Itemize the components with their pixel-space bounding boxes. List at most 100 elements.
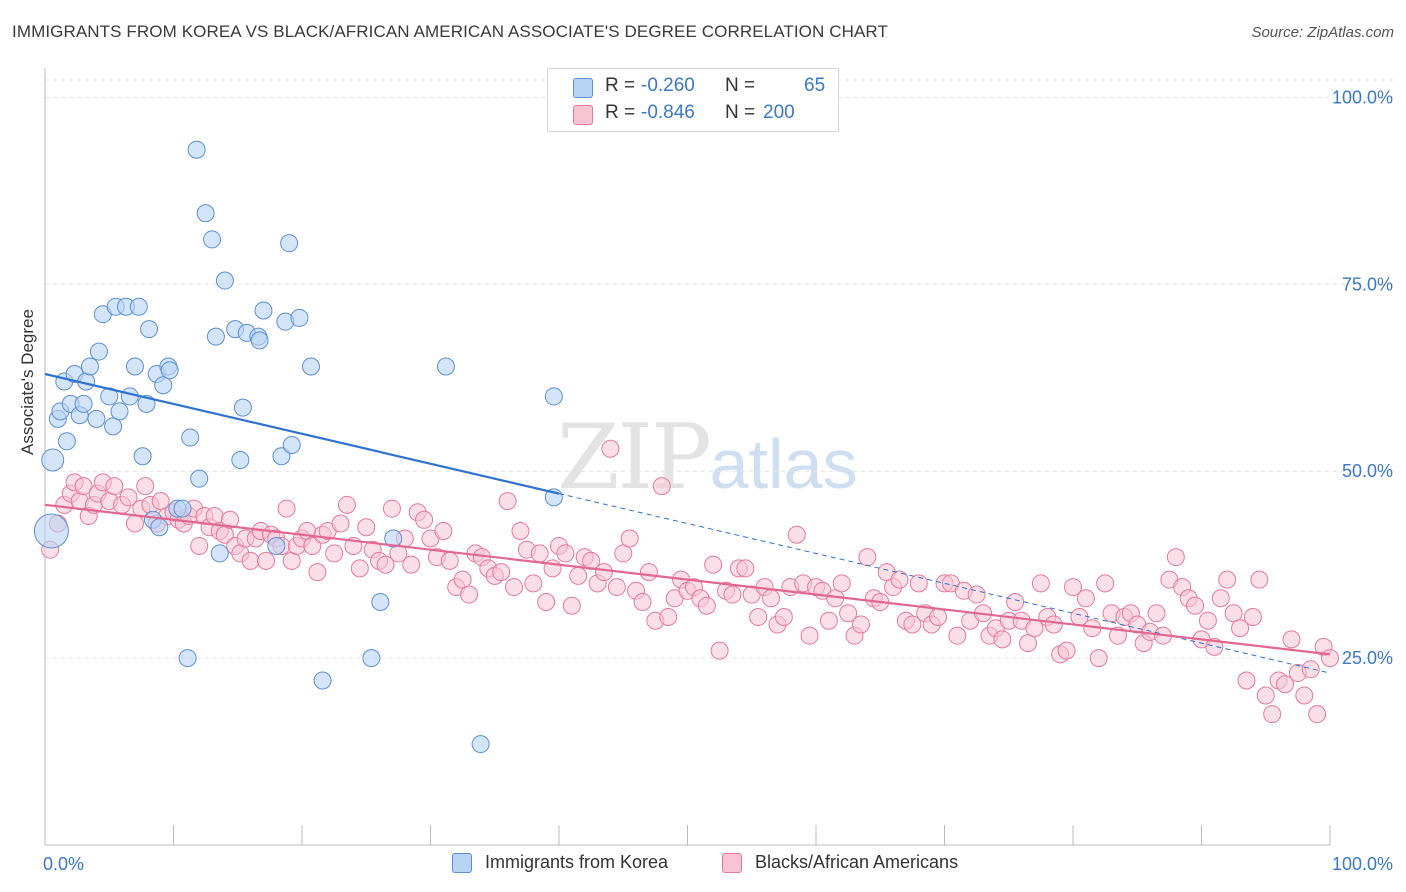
data-point-black (607, 578, 626, 597)
data-point-black (105, 477, 124, 496)
bottom-legend-swatch-black (722, 853, 742, 873)
legend-n-value: 65 (804, 75, 826, 96)
data-point-black (569, 566, 588, 585)
data-point-black (241, 551, 260, 570)
data-point-korea (120, 387, 139, 406)
data-point-korea (313, 671, 332, 690)
data-point-black (1282, 630, 1301, 649)
data-point-black (832, 574, 851, 593)
data-point-black (1147, 604, 1166, 623)
data-point-black (350, 559, 369, 578)
data-point-korea (272, 447, 291, 466)
data-point-black (1076, 589, 1095, 608)
data-point-black (774, 607, 793, 626)
data-point-korea (33, 513, 69, 549)
data-point-korea (301, 357, 320, 376)
watermark-atlas: atlas (709, 425, 858, 503)
data-point-black (723, 585, 742, 604)
data-point-black (530, 544, 549, 563)
bottom-legend-label-korea: Immigrants from Korea (485, 852, 669, 872)
y-tick-label: 50.0% (1342, 461, 1393, 481)
data-point-black (382, 499, 401, 518)
data-point-black (331, 514, 350, 533)
data-point-black (453, 570, 472, 589)
data-point-black (1224, 604, 1243, 623)
data-point-black (1308, 705, 1327, 724)
data-point-black (1231, 619, 1250, 638)
data-point-korea (110, 402, 129, 421)
data-point-black (800, 626, 819, 645)
data-point-black (594, 563, 613, 582)
data-point-black (498, 492, 517, 511)
data-point-black (710, 641, 729, 660)
data-point-black (1166, 548, 1185, 567)
data-point-korea (129, 297, 148, 316)
data-point-black (993, 630, 1012, 649)
data-point-black (1057, 641, 1076, 660)
y-tick-label: 75.0% (1342, 274, 1393, 294)
data-point-black (704, 555, 723, 574)
data-point-black (967, 585, 986, 604)
data-point-black (511, 522, 530, 540)
data-point-korea (140, 320, 159, 339)
data-point-korea (80, 357, 99, 376)
data-point-black (460, 585, 479, 604)
data-point-black (659, 607, 678, 626)
data-point-black (434, 522, 453, 540)
data-point-black (125, 514, 144, 533)
data-point-korea (544, 387, 563, 406)
data-point-black (1006, 593, 1025, 612)
data-point-black (633, 593, 652, 612)
data-point-black (614, 544, 633, 563)
legend-n-value: 200 (763, 102, 795, 123)
data-point-korea (187, 140, 206, 159)
data-point-black (839, 604, 858, 623)
data-point-black (556, 544, 575, 563)
data-point-black (205, 507, 224, 526)
data-point-black (282, 551, 301, 570)
data-point-korea (181, 428, 200, 447)
data-point-black (903, 615, 922, 634)
data-point-korea (282, 436, 301, 455)
data-point-black (325, 544, 344, 563)
trend-line-korea (44, 372, 560, 495)
legend-r-label: R = (605, 75, 636, 96)
data-point-black (151, 492, 170, 511)
data-point-black (787, 525, 806, 544)
data-point-black (524, 574, 543, 593)
data-point-korea (254, 301, 273, 320)
legend-box: R = -0.260 N = 65 R = -0.846 N = 200 (547, 68, 839, 132)
bottom-legend-label-black: Blacks/African Americans (755, 852, 959, 872)
data-point-black (819, 611, 838, 630)
data-point-korea (471, 735, 490, 754)
data-point-black (376, 555, 395, 574)
data-point-black (492, 563, 511, 582)
x-tick-label: 0.0% (43, 854, 84, 874)
legend-swatch-black (573, 105, 593, 125)
data-point-korea (203, 230, 222, 249)
data-point-black (639, 563, 658, 582)
data-point-black (1243, 607, 1262, 626)
watermark-zip: ZIP (557, 405, 712, 510)
data-point-black (1218, 570, 1237, 589)
legend-r-label: R = (605, 102, 636, 123)
data-point-black (308, 563, 327, 582)
data-point-korea (173, 499, 192, 518)
data-point-black (620, 529, 639, 548)
data-point-black (1031, 574, 1050, 593)
source-label: Source: ZipAtlas.com (1251, 24, 1394, 41)
data-point-black (697, 596, 716, 615)
data-point-black (601, 439, 620, 458)
data-point-black (303, 536, 322, 555)
trend-line-black (44, 503, 1331, 656)
data-point-black (1250, 570, 1269, 589)
data-point-korea (150, 518, 169, 537)
trend-line-korea-extension (558, 493, 1331, 674)
data-point-black (736, 559, 755, 578)
data-point-korea (89, 342, 108, 361)
data-point-korea (210, 544, 229, 563)
y-tick-label: 25.0% (1342, 648, 1393, 668)
data-point-black (762, 589, 781, 608)
y-tick-label: 100.0% (1332, 87, 1393, 107)
